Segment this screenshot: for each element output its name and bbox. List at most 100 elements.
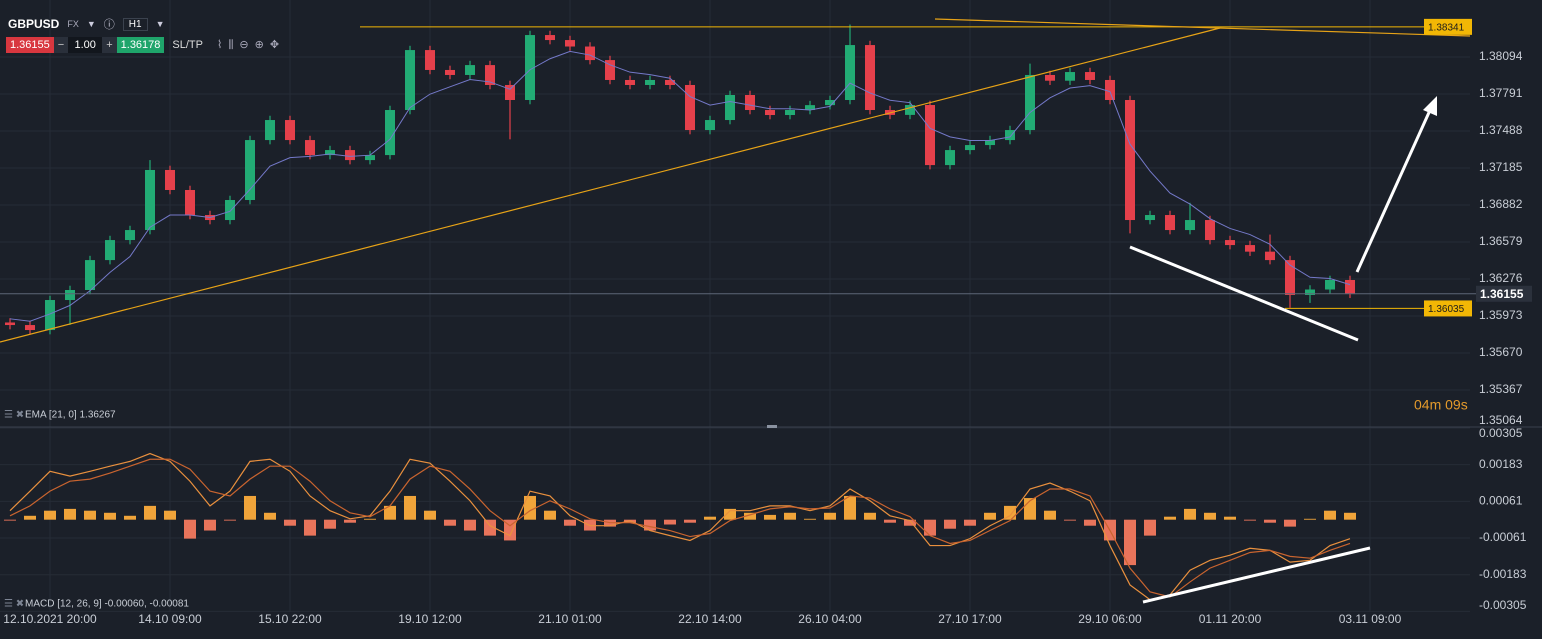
histogram-bar [344, 519, 356, 523]
plus-button[interactable]: + [102, 37, 117, 53]
histogram-bar [124, 515, 136, 520]
tool-icons[interactable]: ⌇⫼⊖⊕✥ [216, 39, 286, 51]
candle-body [905, 105, 915, 115]
histogram-bar [484, 519, 496, 536]
buy-button[interactable]: 1.36178 [116, 37, 165, 53]
indicator-icon[interactable]: ☰ ✖ [4, 599, 24, 610]
histogram-bar [684, 519, 696, 523]
macd-label: MACD [12, 26, 9] -0.00060, -0.00081 [25, 599, 189, 610]
x-tick-label: 22.10 14:00 [678, 612, 742, 626]
candle-body [865, 45, 875, 111]
candle-body [845, 45, 855, 101]
histogram-bar [104, 512, 116, 520]
market: FX [67, 19, 79, 29]
drawn-line [1142, 546, 1371, 604]
candle-body [185, 189, 195, 216]
x-tick-label: 29.10 06:00 [1078, 612, 1142, 626]
histogram-bar [524, 495, 536, 520]
candle-body [345, 150, 355, 161]
candle-body [625, 79, 635, 85]
histogram-bar [504, 519, 516, 541]
minus-button[interactable]: − [53, 37, 69, 53]
candle-body [5, 322, 15, 326]
histogram-bar [24, 515, 36, 520]
candle-body [125, 230, 135, 241]
histogram-bar [1304, 518, 1316, 520]
info-icon[interactable]: ⓘ [103, 19, 115, 31]
candle-body [485, 65, 495, 85]
candle-body [1185, 220, 1195, 231]
x-tick-label: 27.10 17:00 [938, 612, 1002, 626]
y-tick-label: -0.00305 [1479, 598, 1527, 612]
histogram-bar [1344, 512, 1356, 520]
y-tick-label: 1.36579 [1479, 234, 1523, 248]
histogram-bar [1084, 519, 1096, 526]
sell-button[interactable]: 1.36155 [6, 37, 54, 53]
candle-body [785, 110, 795, 116]
y-tick-label: 0.00183 [1479, 457, 1523, 471]
candle-body [1305, 289, 1315, 296]
dropdown-icon[interactable]: ▼ [155, 19, 165, 29]
sltp-button[interactable]: SL/TP [172, 39, 203, 51]
candle-body [1205, 220, 1215, 241]
symbol-bar: GBPUSD FX ▼ ⓘ H1 ▼ [8, 15, 165, 33]
candle-body [765, 110, 775, 116]
timeframe[interactable]: H1 [122, 17, 148, 31]
candle-body [685, 84, 695, 131]
histogram-bar [1224, 516, 1236, 520]
histogram-bar [1284, 519, 1296, 527]
candle-body [405, 50, 415, 111]
histogram-bar [1264, 519, 1276, 523]
histogram-bar [764, 514, 776, 520]
arrow-head [1423, 96, 1437, 116]
histogram-bar [1064, 519, 1076, 521]
x-tick-label: 21.10 01:00 [538, 612, 602, 626]
candle-body [105, 240, 115, 261]
candle-body [1045, 74, 1055, 81]
histogram-bar [1184, 508, 1196, 520]
candle-body [365, 155, 375, 161]
histogram-bar [844, 495, 856, 520]
candle-body [825, 100, 835, 106]
quantity[interactable]: 1.00 [68, 37, 103, 53]
histogram-bar [1144, 519, 1156, 536]
x-tick-label: 12.10.2021 20:00 [3, 612, 97, 626]
candle-body [925, 105, 935, 166]
candle-body [1125, 100, 1135, 221]
candle-body [1105, 79, 1115, 101]
histogram-bar [84, 510, 96, 520]
histogram-bar [704, 516, 716, 520]
x-tick-label: 26.10 04:00 [798, 612, 862, 626]
indicator-icon[interactable]: ☰ ✖ [4, 410, 24, 421]
histogram-bar [164, 510, 176, 520]
histogram-bar [1044, 510, 1056, 520]
y-tick-label: 1.35670 [1479, 345, 1523, 359]
histogram-bar [744, 512, 756, 520]
candle-body [1325, 279, 1335, 290]
candle-body [965, 145, 975, 151]
candle-body [45, 300, 55, 331]
level-tag-label: 1.36035 [1428, 304, 1465, 315]
histogram-bar [544, 510, 556, 520]
candle-body [145, 169, 155, 231]
histogram-bar [1004, 505, 1016, 520]
candle-body [445, 69, 455, 75]
dropdown-icon[interactable]: ▼ [86, 19, 96, 29]
candle-body [1165, 215, 1175, 231]
drawn-arrow [1355, 107, 1433, 273]
candle-body [305, 140, 315, 156]
histogram-bar [1324, 510, 1336, 520]
candle-body [385, 110, 395, 156]
y-tick-label: -0.00061 [1479, 530, 1527, 544]
candle-body [1025, 74, 1035, 131]
trend-line [0, 27, 1221, 343]
symbol[interactable]: GBPUSD [8, 17, 60, 31]
y-tick-label: 1.36882 [1479, 197, 1523, 211]
level-tag [1424, 300, 1472, 317]
y-tick-label: 1.35973 [1479, 308, 1523, 322]
y-tick-label: 1.36276 [1479, 271, 1523, 285]
candle-body [1245, 245, 1255, 252]
trend-line [934, 18, 1471, 37]
histogram-bar [804, 518, 816, 520]
candle-body [1225, 240, 1235, 246]
